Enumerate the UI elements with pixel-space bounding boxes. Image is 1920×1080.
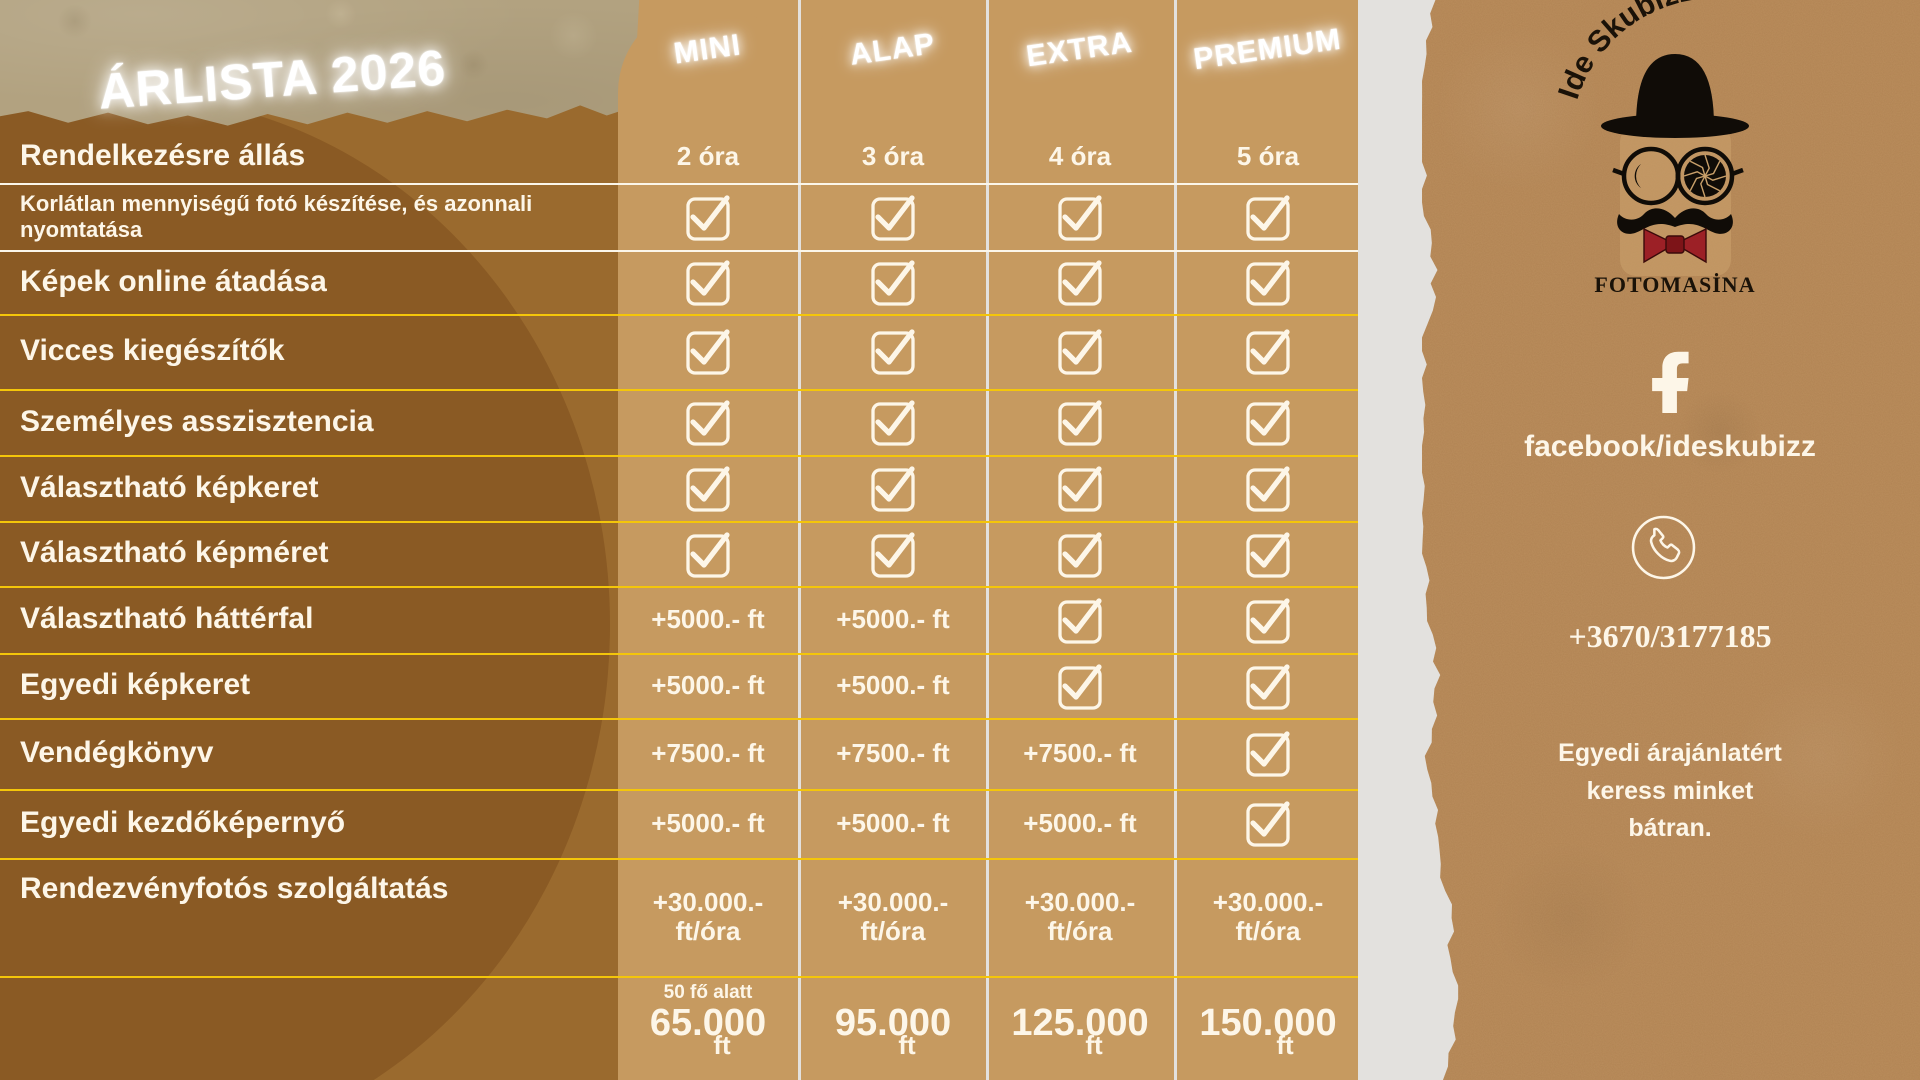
svg-text:FOTOMASİNA: FOTOMASİNA xyxy=(1594,272,1755,297)
